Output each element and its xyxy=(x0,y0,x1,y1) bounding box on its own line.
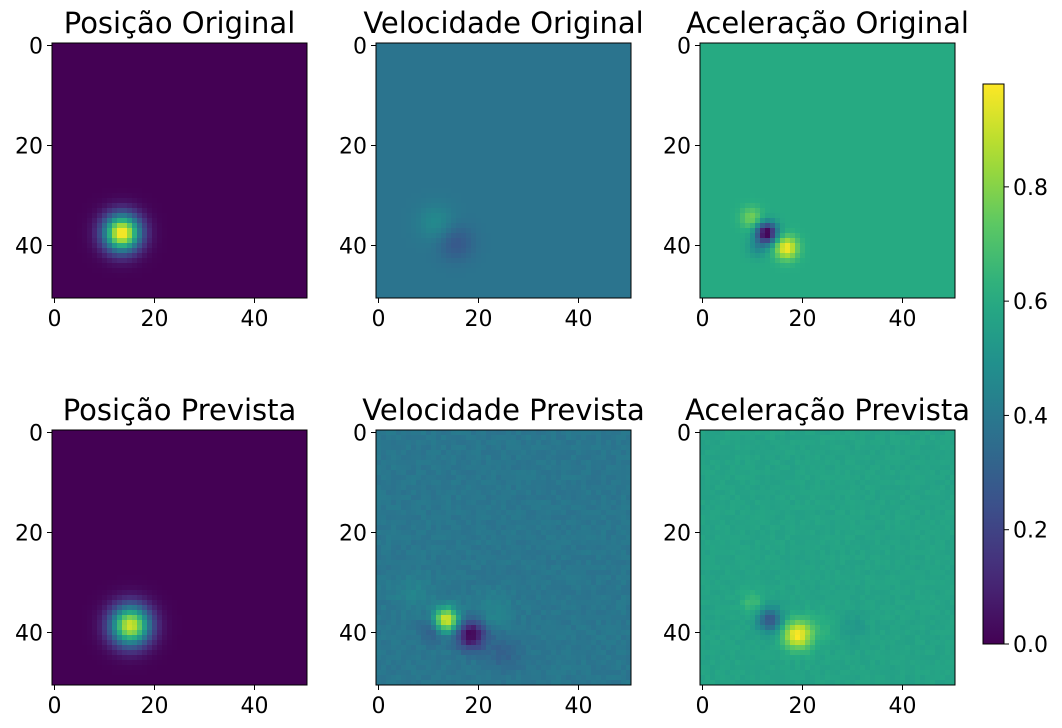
y-tick-label: 0 xyxy=(677,35,691,60)
axes-frame xyxy=(375,42,632,299)
axes-frame xyxy=(51,42,308,299)
heatmap-image xyxy=(700,43,955,298)
y-tick-label: 40 xyxy=(15,235,43,260)
y-tick-label: 0 xyxy=(677,422,691,447)
heatmap-panels: Posição Original 0 20 40 0 20 40 Velocidade Ori… xyxy=(15,6,970,719)
y-tick-label: 40 xyxy=(339,622,367,647)
heatmap-image xyxy=(700,430,955,685)
x-tick-label: 0 xyxy=(48,307,62,332)
heatmap-image xyxy=(376,430,631,685)
colorbar-gradient xyxy=(982,83,1005,645)
x-tick-label: 20 xyxy=(465,307,493,332)
x-tick-label: 40 xyxy=(241,307,269,332)
x-tick-label: 0 xyxy=(372,694,386,719)
panel-title: Aceleração Prevista xyxy=(685,393,970,427)
x-tick-label: 0 xyxy=(48,694,62,719)
y-tick-label: 20 xyxy=(663,135,691,160)
x-tick-label: 40 xyxy=(241,694,269,719)
x-tick-label: 20 xyxy=(141,694,169,719)
y-tick-label: 0 xyxy=(29,422,43,447)
y-tick-label: 20 xyxy=(15,135,43,160)
x-tick-label: 20 xyxy=(789,694,817,719)
colorbar-tick-label: 0.2 xyxy=(1013,519,1048,544)
x-tick-label: 40 xyxy=(565,694,593,719)
colorbar-tick-label: 0.0 xyxy=(1013,633,1048,658)
heatmap-image xyxy=(52,43,307,298)
axes-frame xyxy=(51,429,308,686)
panel-title: Aceleração Original xyxy=(686,6,969,40)
y-tick-label: 0 xyxy=(353,35,367,60)
y-tick-label: 40 xyxy=(663,622,691,647)
x-tick-label: 40 xyxy=(889,694,917,719)
axes-frame xyxy=(699,42,956,299)
x-tick-label: 0 xyxy=(696,307,710,332)
y-tick-label: 0 xyxy=(353,422,367,447)
x-tick-label: 40 xyxy=(565,307,593,332)
x-tick-label: 20 xyxy=(465,694,493,719)
panel-3: Posição Prevista 0 20 40 0 20 40 xyxy=(15,393,308,719)
panel-title: Velocidade Original xyxy=(363,6,643,40)
panel-title: Posição Prevista xyxy=(63,393,297,427)
axes-frame xyxy=(699,429,956,686)
y-tick-label: 20 xyxy=(663,522,691,547)
y-tick-label: 40 xyxy=(663,235,691,260)
panel-title: Velocidade Prevista xyxy=(362,393,644,427)
x-tick-label: 40 xyxy=(889,307,917,332)
x-tick-label: 0 xyxy=(372,307,386,332)
y-tick-label: 20 xyxy=(339,522,367,547)
colorbar: 0.0 0.2 0.4 0.6 0.8 xyxy=(982,83,1048,658)
heatmap-image xyxy=(376,43,631,298)
panel-title: Posição Original xyxy=(64,6,296,40)
axes-frame xyxy=(375,429,632,686)
x-tick-label: 20 xyxy=(141,307,169,332)
y-tick-label: 40 xyxy=(15,622,43,647)
x-tick-label: 0 xyxy=(696,694,710,719)
colorbar-tick-label: 0.6 xyxy=(1013,290,1048,315)
x-tick-label: 20 xyxy=(789,307,817,332)
colorbar-tick-label: 0.8 xyxy=(1013,176,1048,201)
panel-0: Posição Original 0 20 40 0 20 40 xyxy=(15,6,308,332)
y-tick-label: 40 xyxy=(339,235,367,260)
heatmap-image xyxy=(52,430,307,685)
y-tick-label: 20 xyxy=(15,522,43,547)
y-tick-label: 0 xyxy=(29,35,43,60)
y-tick-label: 20 xyxy=(339,135,367,160)
colorbar-tick-label: 0.4 xyxy=(1013,404,1048,429)
